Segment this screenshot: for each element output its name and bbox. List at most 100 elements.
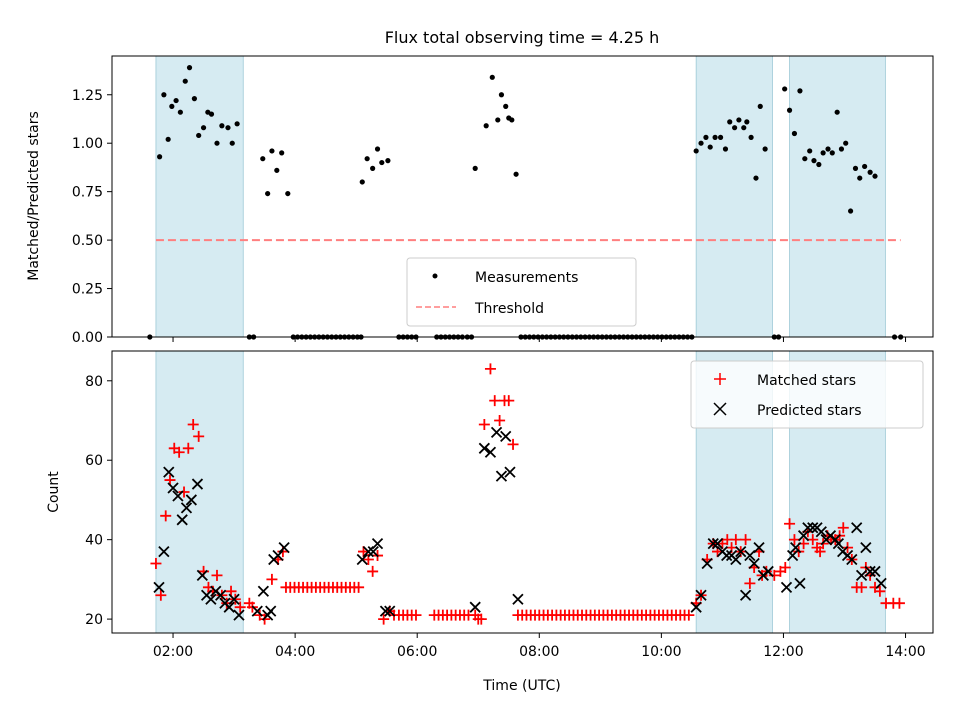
predicted-star-marker (362, 545, 375, 558)
predicted-star-marker (228, 593, 240, 605)
predicted-star-marker (512, 593, 524, 605)
measurement-point (820, 150, 826, 156)
observing-window-band (789, 55, 886, 338)
predicted-star-marker (802, 522, 814, 534)
bottom-y-tick-label: 20 (85, 612, 103, 628)
measurement-point (265, 190, 271, 197)
measurement-point (753, 175, 759, 181)
predicted-star-marker (233, 609, 245, 621)
matched-star-marker (150, 557, 162, 569)
predicted-star-marker (815, 526, 827, 538)
legend-predicted-marker (713, 402, 727, 416)
predicted-star-marker (484, 446, 497, 458)
measurement-point (782, 86, 788, 92)
measurement-point (182, 78, 188, 84)
top-legend-box (406, 257, 637, 327)
measurement-point (165, 136, 171, 142)
matched-star-marker (779, 561, 791, 573)
measurement-point (727, 119, 733, 125)
predicted-star-marker (384, 605, 396, 617)
matched-star-marker (730, 534, 742, 546)
measurement-point (857, 175, 863, 181)
predicted-star-marker (500, 430, 512, 443)
legend-measurements-label: Measurements (475, 270, 578, 286)
top-y-tick-label: 1.00 (72, 136, 103, 152)
predicted-star-marker (864, 565, 876, 578)
predicted-star-marker (469, 601, 481, 613)
matched-star-marker (494, 415, 506, 427)
measurement-point (385, 158, 391, 164)
bottom-x-ticks: 02:00 04:00 06:00 08:00 10:00 12:00 14:00 (153, 633, 926, 660)
measurement-point (285, 190, 291, 197)
top-panel: 0.00 0.25 0.50 0.75 1.00 1.25 Matched/Predict… (26, 55, 934, 346)
predicted-star-marker (371, 537, 384, 550)
measurement-point (816, 161, 822, 168)
predicted-star-marker (753, 541, 765, 554)
predicted-star-marker (191, 478, 204, 490)
predicted-star-marker (762, 565, 774, 578)
measurement-point (757, 103, 763, 109)
measurement-point (847, 208, 854, 214)
measurement-point (802, 156, 808, 162)
measurement-point (472, 165, 478, 171)
predicted-star-markers (153, 426, 887, 621)
matched-star-marker (155, 589, 167, 601)
top-x-ticks (172, 337, 907, 342)
x-tick-label: 10:00 (641, 644, 681, 660)
matched-star-marker (478, 418, 490, 430)
measurement-point (703, 134, 709, 140)
predicted-star-marker (205, 593, 217, 605)
predicted-star-marker (855, 569, 868, 582)
matched-star-marker (788, 534, 800, 546)
matched-star-marker (837, 522, 849, 534)
measurement-point (513, 171, 519, 177)
measurement-point (722, 146, 729, 152)
measurement-point (200, 125, 207, 131)
predicted-star-marker (163, 466, 175, 478)
measurement-point (157, 154, 163, 160)
measurement-point (498, 92, 505, 98)
predicted-star-marker (851, 522, 863, 534)
legend-matched-label: Matched stars (757, 373, 856, 389)
measurement-point (852, 165, 859, 171)
predicted-star-marker (495, 470, 508, 482)
predicted-star-marker (797, 530, 810, 542)
x-tick-label: 04:00 (275, 644, 315, 660)
measurement-point (374, 146, 381, 152)
predicted-star-marker (379, 605, 392, 617)
predicted-star-marker (786, 549, 799, 562)
predicted-star-marker (278, 541, 290, 554)
measurement-point (744, 119, 750, 125)
top-y-tick-label: 1.25 (72, 88, 103, 104)
x-tick-label: 12:00 (763, 644, 803, 660)
measurement-point (867, 169, 873, 175)
observing-window-band (155, 55, 244, 338)
predicted-star-marker (356, 553, 368, 566)
measurement-point (208, 111, 215, 117)
matched-star-marker (893, 597, 905, 609)
matched-star-marker (814, 546, 826, 558)
measurement-point (791, 130, 798, 137)
matched-star-marker (740, 534, 752, 546)
matched-star-marker (744, 577, 756, 589)
observing-window-band (155, 350, 244, 634)
predicted-star-marker (695, 589, 707, 601)
measurement-point (177, 109, 183, 115)
legend-predicted-label: Predicted stars (757, 403, 862, 419)
matched-star-marker (856, 581, 868, 593)
bottom-y-tick-label: 40 (85, 533, 103, 549)
measurement-point (807, 148, 813, 154)
measurement-point (225, 125, 231, 131)
measurement-point (173, 97, 179, 104)
x-tick-label: 06:00 (397, 644, 437, 660)
legend-threshold-label: Threshold (474, 301, 544, 317)
predicted-star-marker (153, 581, 165, 593)
measurement-point (191, 96, 198, 102)
legend-measurement-marker (432, 273, 438, 279)
measurement-point (797, 88, 803, 94)
x-tick-label: 02:00 (153, 644, 193, 660)
predicted-star-marker (869, 565, 881, 578)
matched-star-marker (367, 565, 379, 577)
predicted-star-marker (794, 577, 806, 589)
predicted-star-marker (176, 514, 188, 526)
